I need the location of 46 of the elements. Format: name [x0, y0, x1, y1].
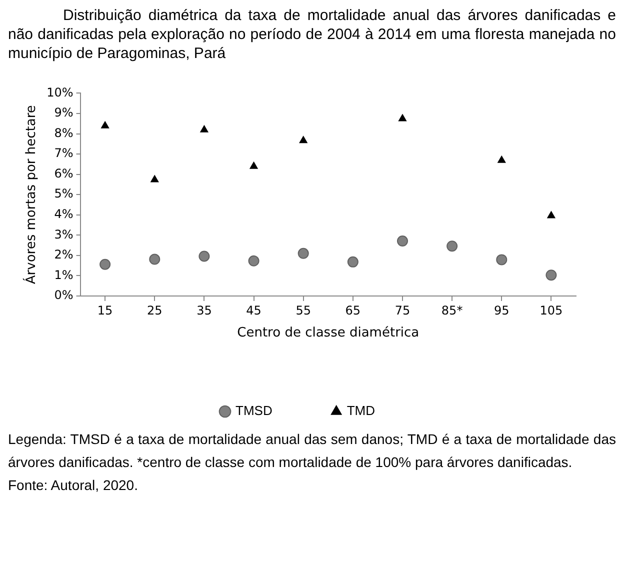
point — [250, 162, 258, 169]
point — [496, 254, 508, 266]
x-tick-label: 35 — [196, 303, 212, 318]
text: Legenda: TMSD é a taxa de mortalidade anual das sem danos; TMD é a taxa de mortalidade das árvores danificadas. *centro de classe com mortalidade de 100% para árvores danificadas. — [8, 430, 616, 472]
legend-label: TMD — [346, 403, 376, 418]
source-note: Fonte: Autoral, 2020. — [8, 476, 139, 495]
y-tick-label: 4% — [54, 207, 74, 222]
x-axis-title: Centro de classe diamétrica — [237, 326, 420, 341]
y-tick-label: 2% — [54, 248, 74, 262]
point — [446, 240, 458, 252]
y-tick-label: 8% — [54, 126, 74, 140]
y-tick-label: 6% — [54, 166, 74, 180]
point — [546, 270, 557, 281]
point — [298, 248, 309, 259]
x-tick-label: 55 — [296, 303, 311, 318]
point — [149, 254, 160, 265]
x-tick-label: 65 — [345, 303, 361, 318]
x-tick-label: 75 — [394, 303, 410, 318]
x-tick-label: 15 — [97, 303, 113, 318]
y-tick-label: 7% — [54, 146, 74, 160]
legend-label: TMSD — [236, 403, 272, 418]
point — [547, 211, 556, 218]
chart-title: Distribuição diamétrica da taxa de mortalidade anual das árvores danificadas e não danificadas pela exploração no período de 2004 à 2014 em uma floresta manejada no município de Paragominas, Pará — [8, 6, 616, 63]
point — [347, 256, 358, 268]
y-tick-label: 5% — [54, 186, 74, 201]
x-tick-label: 95 — [494, 303, 510, 318]
point — [299, 136, 308, 144]
x-tick-label: 105 — [540, 303, 563, 318]
x-tick-label: 25 — [146, 303, 162, 318]
y-tick-label: 1% — [54, 268, 74, 282]
point — [198, 250, 210, 262]
y-tick-label: 0% — [54, 288, 74, 302]
point — [200, 125, 208, 132]
y-axis-title: Árvores mortas por hectare — [22, 105, 40, 284]
y-tick-label: 10% — [46, 85, 74, 100]
point — [101, 121, 110, 128]
point — [248, 255, 260, 266]
y-tick-label: 3% — [54, 227, 74, 242]
y-tick-label: 9% — [54, 106, 74, 120]
point — [398, 114, 406, 122]
x-tick-label: 45 — [246, 303, 262, 318]
point — [100, 258, 111, 270]
point — [498, 156, 506, 163]
x-tick-label: 85* — [441, 303, 463, 318]
point — [396, 236, 408, 247]
point — [150, 175, 159, 182]
